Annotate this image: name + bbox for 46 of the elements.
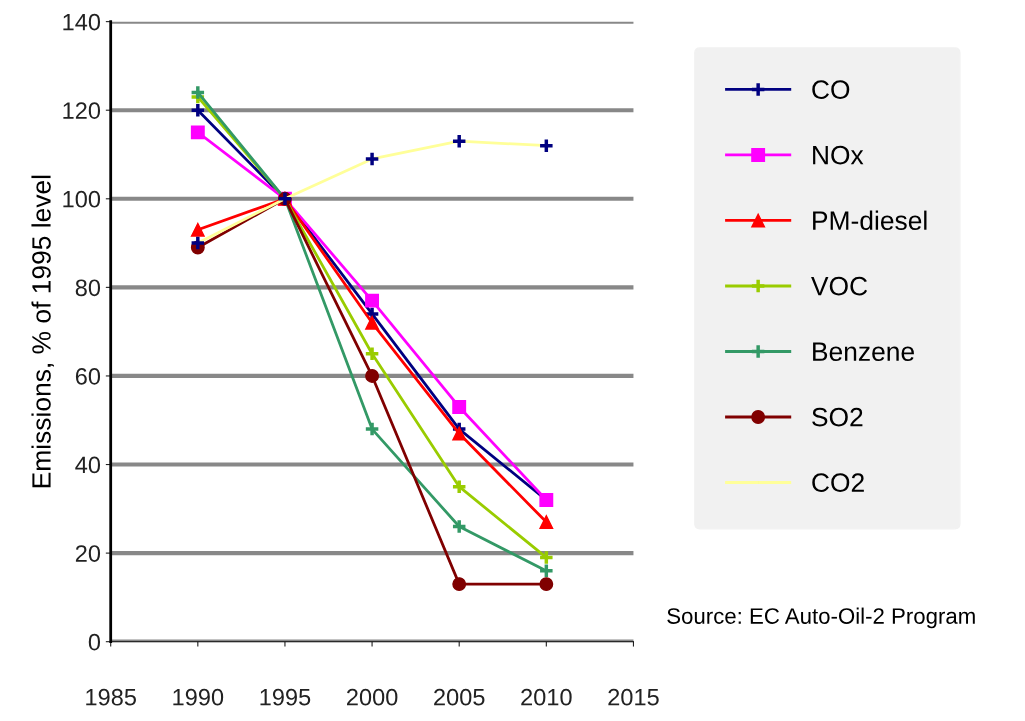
y-tick-label: 140 <box>63 13 101 31</box>
point <box>539 577 554 592</box>
point <box>539 515 554 530</box>
point <box>190 125 205 140</box>
legend-label: CO2 <box>812 473 864 492</box>
point <box>365 315 380 330</box>
y-tick-label: 120 <box>63 102 101 119</box>
point <box>364 421 381 438</box>
point <box>538 137 555 154</box>
y-tick-label: 40 <box>75 456 101 474</box>
y-tick-label: 20 <box>75 545 101 562</box>
point <box>451 518 468 535</box>
point <box>364 345 381 362</box>
point <box>452 400 467 414</box>
x-tick-label: 2010 <box>521 688 572 706</box>
point <box>538 549 555 566</box>
legend-label: Benzene <box>813 342 914 361</box>
legend-label: PM-diesel <box>813 210 927 230</box>
x-tick-label: 1995 <box>260 688 311 706</box>
legend-label: NOx <box>813 145 864 165</box>
point <box>451 478 468 495</box>
point <box>538 562 555 579</box>
source-note: Source: EC Auto-Oil-2 Program <box>667 607 975 629</box>
legend-label: CO <box>812 80 850 99</box>
point <box>189 102 206 119</box>
x-tick-label: 2005 <box>434 688 485 706</box>
legend-label: SO2 <box>812 407 863 427</box>
y-tick-label: 60 <box>75 368 101 385</box>
point <box>189 235 206 252</box>
x-tick-label: 1990 <box>173 688 224 706</box>
y-tick-label: 100 <box>63 190 101 208</box>
point <box>452 426 467 441</box>
x-tick-label: 1985 <box>86 688 136 706</box>
point <box>189 84 206 101</box>
y-tick-label: 80 <box>75 279 101 297</box>
point <box>364 150 381 167</box>
point <box>190 222 205 237</box>
x-tick-label: 2000 <box>347 688 398 706</box>
y-axis-title: Emissions, % of 1995 level <box>31 175 54 488</box>
x-tick-label: 2015 <box>608 688 659 706</box>
point <box>451 133 468 150</box>
y-tick-label: 0 <box>88 633 101 651</box>
point <box>365 293 380 308</box>
legend-label: VOC <box>811 276 868 296</box>
point <box>365 369 380 383</box>
point <box>452 577 467 592</box>
